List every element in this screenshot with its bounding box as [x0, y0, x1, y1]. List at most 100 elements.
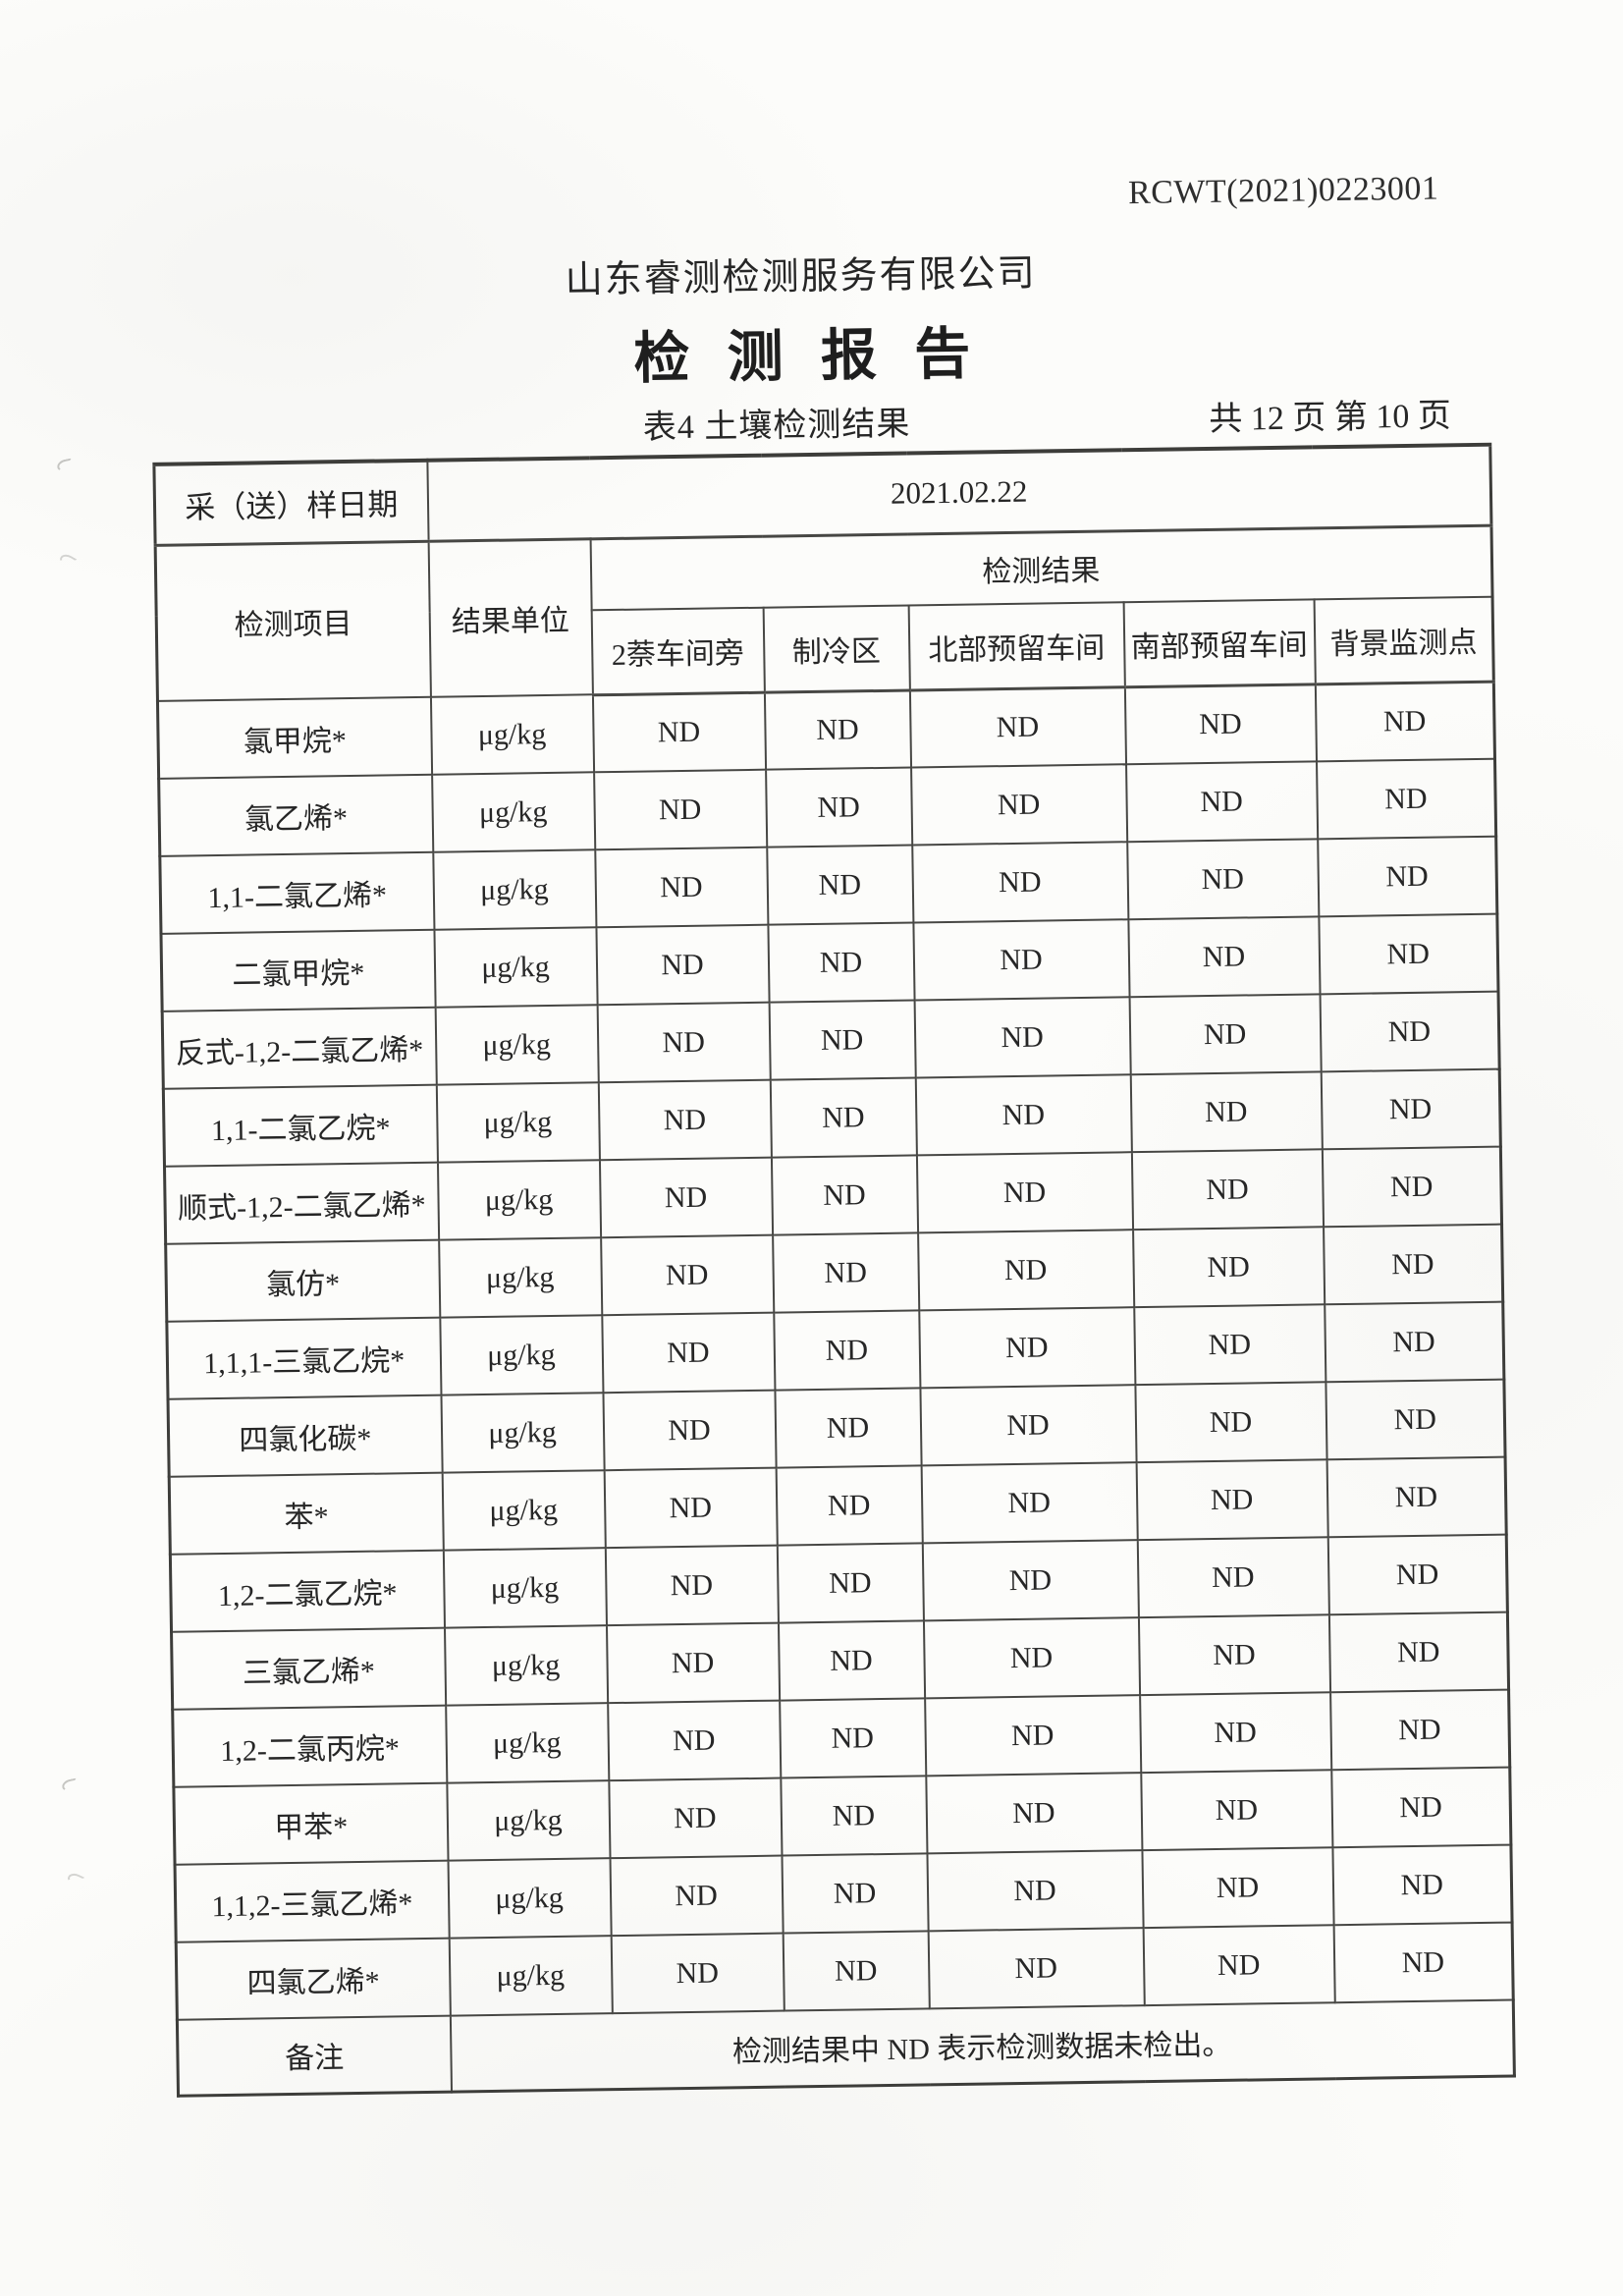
- location-header-cell: 背景监测点: [1314, 596, 1494, 684]
- analyte-name-cell: 三氯乙烯*: [171, 1627, 446, 1710]
- unit-cell: μg/kg: [436, 1082, 600, 1163]
- result-value-cell: ND: [605, 1545, 779, 1626]
- result-value-cell: ND: [1322, 1146, 1502, 1228]
- analyte-name-cell: 苯*: [169, 1472, 444, 1555]
- result-value-cell: ND: [909, 686, 1126, 768]
- result-value-cell: ND: [608, 1777, 782, 1859]
- result-value-cell: ND: [595, 924, 770, 1006]
- result-value-cell: ND: [1136, 1459, 1328, 1541]
- unit-cell: μg/kg: [443, 1548, 607, 1628]
- unit-cell: μg/kg: [439, 1315, 603, 1395]
- result-value-cell: ND: [1126, 839, 1319, 920]
- result-value-cell: ND: [1327, 1534, 1508, 1615]
- remark-text-cell: 检测结果中 ND 表示检测数据未检出。: [450, 1999, 1515, 2092]
- analyte-name-cell: 反式-1,2-二氯乙烯*: [162, 1007, 437, 1089]
- result-value-cell: ND: [770, 1077, 917, 1158]
- result-value-cell: ND: [1315, 681, 1495, 762]
- result-value-cell: ND: [764, 689, 911, 770]
- result-value-cell: ND: [1134, 1382, 1327, 1463]
- result-value-cell: ND: [1330, 1767, 1511, 1848]
- analyte-name-cell: 顺式-1,2-二氯乙烯*: [164, 1162, 439, 1244]
- result-value-cell: ND: [777, 1543, 924, 1623]
- result-value-cell: ND: [1129, 994, 1322, 1075]
- result-value-cell: ND: [772, 1232, 919, 1313]
- results-table: 采（送）样日期 2021.02.22 检测项目 结果单位 检测结果 2萘车间旁 …: [152, 442, 1516, 2098]
- remark-label-cell: 备注: [177, 2015, 452, 2096]
- result-value-cell: ND: [769, 1000, 916, 1080]
- unit-header-cell: 结果单位: [428, 538, 593, 697]
- result-value-cell: ND: [916, 1152, 1133, 1233]
- result-value-cell: ND: [1127, 916, 1321, 998]
- result-value-cell: ND: [607, 1700, 781, 1781]
- unit-cell: μg/kg: [432, 849, 596, 930]
- analyte-name-cell: 四氯化碳*: [168, 1394, 443, 1477]
- unit-cell: μg/kg: [448, 1858, 612, 1939]
- sample-date-cell: 2021.02.22: [426, 444, 1491, 541]
- result-value-cell: ND: [1324, 1301, 1504, 1383]
- unit-cell: μg/kg: [430, 694, 594, 775]
- result-value-cell: ND: [1318, 913, 1499, 995]
- result-value-cell: ND: [1124, 683, 1317, 765]
- analyte-name-cell: 1,2-二氯丙烷*: [172, 1705, 447, 1787]
- unit-cell: μg/kg: [437, 1160, 601, 1240]
- analyte-name-cell: 二氯甲烷*: [160, 929, 436, 1011]
- result-value-cell: ND: [1320, 991, 1500, 1072]
- result-value-cell: ND: [1317, 836, 1497, 917]
- result-value-cell: ND: [924, 1695, 1141, 1777]
- unit-cell: μg/kg: [435, 1005, 599, 1085]
- result-value-cell: ND: [912, 919, 1130, 1001]
- item-header-cell: 检测项目: [155, 540, 431, 701]
- table-caption: 表4 土壤检测结果: [642, 406, 911, 447]
- result-value-cell: ND: [593, 769, 767, 850]
- analyte-name-cell: 氯仿*: [165, 1239, 440, 1322]
- result-value-cell: ND: [1139, 1692, 1331, 1774]
- analyte-name-cell: 氯甲烷*: [157, 696, 432, 779]
- result-value-cell: ND: [592, 691, 766, 773]
- analyte-name-cell: 1,1-二氯乙烯*: [159, 851, 434, 934]
- unit-cell: μg/kg: [440, 1393, 605, 1473]
- analyte-name-cell: 1,2-二氯乙烷*: [170, 1550, 445, 1632]
- result-value-cell: ND: [928, 1928, 1145, 2009]
- unit-cell: μg/kg: [433, 927, 598, 1008]
- result-value-cell: ND: [767, 922, 915, 1003]
- result-value-cell: ND: [601, 1312, 775, 1394]
- result-value-cell: ND: [1331, 1844, 1513, 1926]
- result-value-cell: ND: [599, 1157, 773, 1238]
- result-value-cell: ND: [914, 997, 1131, 1078]
- unit-cell: μg/kg: [445, 1703, 609, 1783]
- unit-cell: μg/kg: [438, 1237, 602, 1318]
- result-value-cell: ND: [1316, 758, 1496, 840]
- result-value-cell: ND: [1140, 1770, 1332, 1851]
- result-value-cell: ND: [1329, 1689, 1510, 1771]
- result-value-cell: ND: [910, 764, 1127, 846]
- unit-cell: μg/kg: [449, 1936, 613, 2016]
- result-value-cell: ND: [1133, 1304, 1325, 1386]
- result-value-cell: ND: [922, 1540, 1139, 1621]
- result-value-cell: ND: [594, 847, 768, 928]
- page-indicator: 共 12 页 第 10 页: [1209, 398, 1452, 438]
- result-value-cell: ND: [1325, 1379, 1506, 1460]
- result-value-cell: ND: [919, 1385, 1137, 1466]
- result-value-cell: ND: [1130, 1071, 1323, 1153]
- result-value-cell: ND: [600, 1234, 774, 1316]
- unit-cell: μg/kg: [431, 772, 595, 852]
- result-header-cell: 检测结果: [590, 524, 1493, 611]
- result-value-cell: ND: [1132, 1227, 1325, 1308]
- unit-cell: μg/kg: [442, 1470, 606, 1551]
- result-value-cell: ND: [765, 767, 912, 847]
- result-value-cell: ND: [1137, 1537, 1329, 1618]
- sample-date-label-cell: 采（送）样日期: [153, 460, 429, 545]
- result-value-cell: ND: [1333, 1922, 1514, 2003]
- result-value-cell: ND: [602, 1390, 777, 1471]
- result-value-cell: ND: [771, 1155, 918, 1235]
- location-header-cell: 北部预留车间: [908, 602, 1125, 690]
- result-value-cell: ND: [915, 1074, 1132, 1156]
- report-number: RCWT(2021)0223001: [1127, 170, 1439, 212]
- result-value-cell: ND: [1326, 1456, 1507, 1538]
- result-value-cell: ND: [926, 1850, 1144, 1932]
- result-value-cell: ND: [773, 1310, 920, 1391]
- result-value-cell: ND: [925, 1773, 1142, 1854]
- company-name: 山东睿测检测服务有限公司: [565, 252, 1037, 301]
- unit-cell: μg/kg: [444, 1625, 608, 1706]
